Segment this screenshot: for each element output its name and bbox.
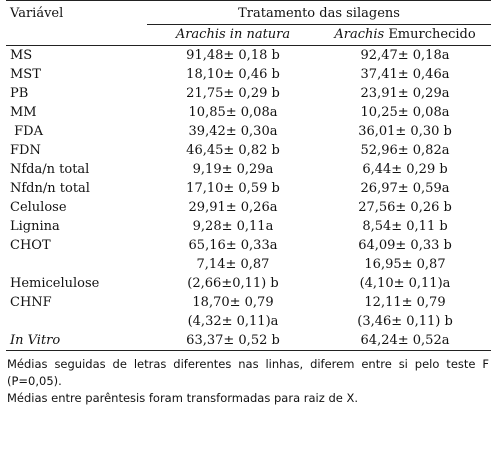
footnote-significance: Médias seguidas de letras diferentes nas… xyxy=(7,357,489,388)
variable-cell: MS xyxy=(10,48,33,63)
natura-value-cell: 21,75± 0,29 b xyxy=(186,86,280,101)
natura-value-cell: 63,37± 0,52 b xyxy=(147,331,319,351)
table-row: MST 18,10± 0,46 b 37,41± 0,46a xyxy=(6,65,491,84)
variable-cell: Nfda/n total xyxy=(10,162,90,177)
variable-cell: FDN xyxy=(10,143,41,158)
emurchecido-value-cell: 12,11± 0,79 xyxy=(364,295,446,310)
variable-cell: Hemicelulose xyxy=(10,276,100,291)
variable-cell xyxy=(6,312,147,331)
emurchecido-header-treatment: Emurchecido xyxy=(384,27,476,42)
natura-value-cell: 29,91± 0,26a xyxy=(188,200,278,215)
table-body: MS 91,48± 0,18 b 92,47± 0,18a MST 18,10± 0,4… xyxy=(6,46,492,351)
emurchecido-value-cell: 36,01± 0,30 b xyxy=(358,124,452,139)
table-row: Hemicelulose (2,66±0,11) b (4,10± 0,11)a xyxy=(6,274,491,293)
emurchecido-value-cell: 52,96± 0,82a xyxy=(360,143,450,158)
variable-cell: FDA xyxy=(10,124,43,139)
natura-column-header: Arachis in natura xyxy=(147,24,319,46)
natura-value-cell: (2,66±0,11) b xyxy=(187,276,279,291)
table-footnotes: Médias seguidas de letras diferentes nas… xyxy=(6,356,491,407)
variable-cell: MM xyxy=(10,105,37,120)
natura-value-cell: 39,42± 0,30a xyxy=(188,124,278,139)
emurchecido-column-header: Arachis Emurchecido xyxy=(319,24,492,46)
emurchecido-value-cell: 26,97± 0,59a xyxy=(360,181,450,196)
emurchecido-value-cell: 37,41± 0,46a xyxy=(360,67,450,82)
table-row: In Vitro 63,37± 0,52 b 64,24± 0,52a xyxy=(6,331,492,351)
treatment-group-header: Tratamento das silagens xyxy=(147,0,492,25)
table-row: FDA 39,42± 0,30a 36,01± 0,30 b xyxy=(6,122,491,141)
natura-value-cell: (4,32± 0,11)a xyxy=(187,314,279,329)
variable-cell: Lignina xyxy=(10,219,60,234)
footnote-transformation: Médias entre parêntesis foram transforma… xyxy=(7,391,359,405)
natura-value-cell: 18,70± 0,79 xyxy=(192,295,274,310)
table-row: FDN 46,45± 0,82 b 52,96± 0,82a xyxy=(6,141,491,160)
emurchecido-value-cell: 16,95± 0,87 xyxy=(364,257,446,272)
natura-value-cell: 18,10± 0,46 b xyxy=(186,67,280,82)
table-row: MS 91,48± 0,18 b 92,47± 0,18a xyxy=(6,46,491,66)
emurchecido-value-cell: 10,25± 0,08a xyxy=(360,105,450,120)
emurchecido-value-cell: 92,47± 0,18a xyxy=(360,48,450,63)
natura-value-cell: 9,19± 0,29a xyxy=(192,162,274,177)
emurchecido-value-cell: (3,46± 0,11) b xyxy=(357,314,453,329)
silage-composition-table: Variável Tratamento das silagens Arachis… xyxy=(6,0,492,351)
table-row: Nfda/n total 9,19± 0,29a 6,44± 0,29 b xyxy=(6,160,491,179)
emurchecido-header-genus: Arachis xyxy=(334,27,385,42)
emurchecido-value-cell: 23,91± 0,29a xyxy=(360,86,450,101)
natura-value-cell: 17,10± 0,59 b xyxy=(186,181,280,196)
variable-cell: CHOT xyxy=(10,238,51,253)
natura-value-cell: 9,28± 0,11a xyxy=(192,219,274,234)
table-row: Lignina 9,28± 0,11a 8,54± 0,11 b xyxy=(6,217,491,236)
natura-value-cell: 91,48± 0,18 b xyxy=(186,48,280,63)
emurchecido-value-cell: 64,24± 0,52a xyxy=(319,331,492,351)
emurchecido-value-cell: (4,10± 0,11)a xyxy=(359,276,451,291)
natura-value-cell: 46,45± 0,82 b xyxy=(186,143,280,158)
variable-column-header: Variável xyxy=(6,0,147,46)
table-row: Nfdn/n total 17,10± 0,59 b 26,97± 0,59a xyxy=(6,179,491,198)
table-row: CHNF 18,70± 0,79 12,11± 0,79 xyxy=(6,293,491,312)
table-row: 7,14± 0,87 16,95± 0,87 xyxy=(6,255,491,274)
table-row: PB 21,75± 0,29 b 23,91± 0,29a xyxy=(6,84,491,103)
natura-value-cell: 10,85± 0,08a xyxy=(188,105,278,120)
variable-cell: CHNF xyxy=(10,295,52,310)
natura-value-cell: 7,14± 0,87 xyxy=(196,257,270,272)
variable-cell: Nfdn/n total xyxy=(10,181,90,196)
document-page: Variável Tratamento das silagens Arachis… xyxy=(6,0,492,407)
variable-cell: MST xyxy=(10,67,41,82)
emurchecido-value-cell: 64,09± 0,33 b xyxy=(358,238,452,253)
emurchecido-value-cell: 8,54± 0,11 b xyxy=(362,219,448,234)
table-row: (4,32± 0,11)a (3,46± 0,11) b xyxy=(6,312,491,331)
table-row: CHOT 65,16± 0,33a 64,09± 0,33 b xyxy=(6,236,491,255)
variable-cell: PB xyxy=(10,86,29,101)
emurchecido-value-cell: 6,44± 0,29 b xyxy=(362,162,448,177)
variable-cell: In Vitro xyxy=(6,331,147,351)
table-row: Celulose 29,91± 0,26a 27,56± 0,26 b xyxy=(6,198,491,217)
variable-cell xyxy=(6,255,147,274)
natura-value-cell: 65,16± 0,33a xyxy=(188,238,278,253)
emurchecido-value-cell: 27,56± 0,26 b xyxy=(358,200,452,215)
table-row: MM 10,85± 0,08a 10,25± 0,08a xyxy=(6,103,491,122)
variable-cell: Celulose xyxy=(10,200,67,215)
